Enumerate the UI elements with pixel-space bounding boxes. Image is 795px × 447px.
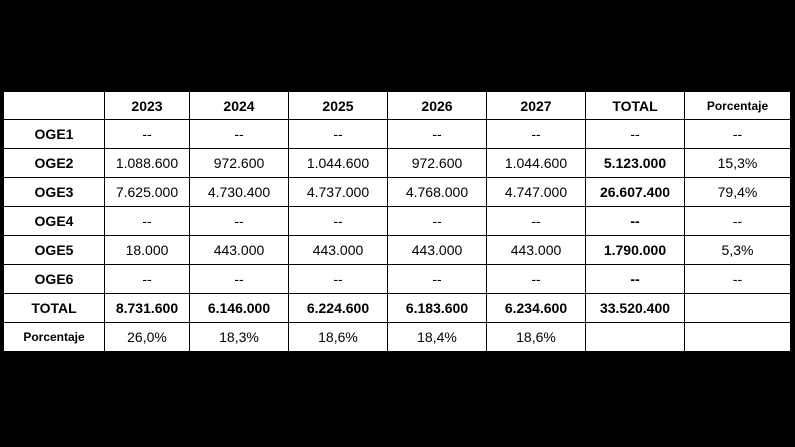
row-total-cell: 26.607.400 [585,177,685,207]
row-label: OGE5 [3,235,105,265]
table-cell: 18,6% [486,322,586,352]
table-cell: 6.146.000 [189,293,289,323]
table-cell: -- [288,206,388,236]
header-cell-2025: 2025 [288,91,388,120]
table-cell: -- [189,119,289,149]
row-label: OGE1 [3,119,105,149]
table-cell: -- [189,264,289,294]
row-percent-cell: -- [684,206,791,236]
header-cell-total: TOTAL [585,91,685,120]
total-row: TOTAL 8.731.600 6.146.000 6.224.600 6.18… [3,293,791,323]
row-total-cell: -- [585,206,685,236]
table-cell: 6.224.600 [288,293,388,323]
row-percent-cell [684,322,791,352]
row-label: OGE6 [3,264,105,294]
table-cell: -- [387,264,487,294]
table-cell: -- [288,119,388,149]
table-cell: -- [104,119,190,149]
table-row: OGE3 7.625.000 4.730.400 4.737.000 4.768… [3,177,791,207]
row-percent-cell: 5,3% [684,235,791,265]
header-cell-2027: 2027 [486,91,586,120]
table-cell: 443.000 [189,235,289,265]
table-cell: -- [288,264,388,294]
table-cell: 4.730.400 [189,177,289,207]
table-cell: 972.600 [387,148,487,178]
row-label: OGE3 [3,177,105,207]
table-cell: 1.088.600 [104,148,190,178]
row-percent-cell: 79,4% [684,177,791,207]
table-row: OGE4 -- -- -- -- -- -- -- [3,206,791,236]
header-cell-2023: 2023 [104,91,190,120]
table-cell: 26,0% [104,322,190,352]
budget-table: 2023 2024 2025 2026 2027 TOTAL Porcentaj… [3,91,791,352]
table-cell: 443.000 [387,235,487,265]
header-cell-empty [3,91,105,120]
row-percent-cell: -- [684,119,791,149]
table-row: OGE5 18.000 443.000 443.000 443.000 443.… [3,235,791,265]
table-cell: 443.000 [288,235,388,265]
table-row: OGE1 -- -- -- -- -- -- -- [3,119,791,149]
table-cell: -- [486,119,586,149]
row-label: OGE4 [3,206,105,236]
table-cell: 18.000 [104,235,190,265]
table-cell: -- [486,264,586,294]
grand-total-cell: 33.520.400 [585,293,685,323]
table-cell: 1.044.600 [486,148,586,178]
table-row: OGE2 1.088.600 972.600 1.044.600 972.600… [3,148,791,178]
table-cell: 6.234.600 [486,293,586,323]
table-cell: 18,3% [189,322,289,352]
table-cell: 4.737.000 [288,177,388,207]
table-cell: -- [104,206,190,236]
row-percent-cell: 15,3% [684,148,791,178]
table-cell: -- [486,206,586,236]
row-percent-cell: -- [684,264,791,294]
percent-row: Porcentaje 26,0% 18,3% 18,6% 18,4% 18,6% [3,322,791,352]
table-cell: 6.183.600 [387,293,487,323]
header-cell-porcentaje: Porcentaje [684,91,791,120]
table-cell: -- [387,119,487,149]
row-total-cell: 5.123.000 [585,148,685,178]
table-cell: 7.625.000 [104,177,190,207]
table-cell: -- [189,206,289,236]
table-cell: 972.600 [189,148,289,178]
table-cell: -- [104,264,190,294]
header-cell-2026: 2026 [387,91,487,120]
table-cell: 1.044.600 [288,148,388,178]
table-cell: -- [387,206,487,236]
budget-table-container: 2023 2024 2025 2026 2027 TOTAL Porcentaj… [3,91,791,352]
row-total-cell: -- [585,119,685,149]
row-label: OGE2 [3,148,105,178]
row-label: TOTAL [3,293,105,323]
row-percent-cell [684,293,791,323]
row-total-cell: 1.790.000 [585,235,685,265]
table-cell: 8.731.600 [104,293,190,323]
table-cell: 18,6% [288,322,388,352]
table-cell: 18,4% [387,322,487,352]
header-cell-2024: 2024 [189,91,289,120]
row-label: Porcentaje [3,322,105,352]
row-total-cell: -- [585,264,685,294]
table-cell: 4.747.000 [486,177,586,207]
header-row: 2023 2024 2025 2026 2027 TOTAL Porcentaj… [3,91,791,120]
table-row: OGE6 -- -- -- -- -- -- -- [3,264,791,294]
table-cell: 443.000 [486,235,586,265]
row-total-cell [585,322,685,352]
table-cell: 4.768.000 [387,177,487,207]
